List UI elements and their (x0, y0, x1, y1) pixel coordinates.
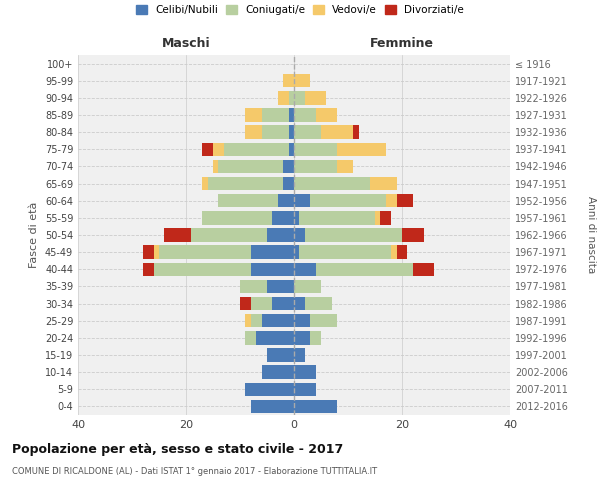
Bar (380, 211, 391, 224)
Bar (143, 262, 154, 276)
Bar (262, 108, 289, 122)
Bar (294, 142, 337, 156)
Bar (251, 314, 262, 328)
Bar (294, 348, 305, 362)
Bar (159, 246, 251, 259)
Bar (337, 142, 386, 156)
Bar (353, 126, 359, 139)
Bar (240, 280, 267, 293)
Bar (245, 331, 256, 344)
Bar (289, 91, 294, 104)
Bar (294, 211, 299, 224)
Bar (202, 211, 272, 224)
Bar (262, 366, 294, 379)
Bar (262, 126, 289, 139)
Bar (154, 262, 251, 276)
Bar (294, 314, 310, 328)
Bar (267, 280, 294, 293)
Bar (337, 160, 353, 173)
Text: COMUNE DI RICALDONE (AL) - Dati ISTAT 1° gennaio 2017 - Elaborazione TUTTITALIA.: COMUNE DI RICALDONE (AL) - Dati ISTAT 1°… (12, 468, 377, 476)
Bar (310, 331, 321, 344)
Text: Popolazione per età, sesso e stato civile - 2017: Popolazione per età, sesso e stato civil… (12, 442, 343, 456)
Bar (294, 194, 310, 207)
Bar (283, 160, 294, 173)
Bar (294, 331, 310, 344)
Bar (262, 314, 294, 328)
Bar (294, 297, 305, 310)
Text: Anni di nascita: Anni di nascita (586, 196, 596, 274)
Bar (299, 246, 391, 259)
Bar (305, 297, 332, 310)
Bar (294, 160, 337, 173)
Bar (310, 314, 337, 328)
Bar (256, 331, 294, 344)
Bar (402, 228, 424, 241)
Bar (397, 246, 407, 259)
Bar (294, 400, 337, 413)
Bar (251, 297, 272, 310)
Bar (278, 194, 294, 207)
Bar (294, 366, 316, 379)
Bar (294, 280, 321, 293)
Bar (245, 382, 294, 396)
Bar (305, 228, 402, 241)
Bar (294, 177, 370, 190)
Bar (289, 126, 294, 139)
Bar (294, 126, 321, 139)
Bar (283, 74, 294, 88)
Bar (386, 194, 397, 207)
Bar (294, 91, 305, 104)
Bar (224, 142, 289, 156)
Bar (299, 211, 375, 224)
Bar (218, 160, 283, 173)
Bar (289, 108, 294, 122)
Bar (370, 177, 397, 190)
Bar (294, 228, 305, 241)
Bar (305, 91, 326, 104)
Bar (316, 108, 337, 122)
Bar (208, 177, 283, 190)
Bar (272, 297, 294, 310)
Bar (294, 108, 316, 122)
Bar (202, 142, 213, 156)
Bar (251, 262, 294, 276)
Bar (213, 160, 218, 173)
Bar (251, 400, 294, 413)
Bar (191, 228, 267, 241)
Bar (245, 126, 262, 139)
Bar (154, 246, 159, 259)
Bar (397, 194, 413, 207)
Bar (321, 126, 353, 139)
Bar (202, 177, 208, 190)
Bar (251, 246, 294, 259)
Bar (240, 297, 251, 310)
Bar (294, 262, 316, 276)
Bar (143, 246, 154, 259)
Bar (316, 262, 413, 276)
Bar (391, 246, 397, 259)
Bar (213, 142, 224, 156)
Bar (267, 228, 294, 241)
Bar (283, 177, 294, 190)
Bar (245, 314, 251, 328)
Bar (375, 211, 380, 224)
Bar (164, 228, 191, 241)
Bar (289, 142, 294, 156)
Bar (245, 108, 262, 122)
Y-axis label: Fasce di età: Fasce di età (29, 202, 39, 268)
Bar (413, 262, 434, 276)
Bar (218, 194, 278, 207)
Bar (294, 246, 299, 259)
Bar (294, 74, 310, 88)
Bar (267, 348, 294, 362)
Bar (272, 211, 294, 224)
Bar (310, 194, 386, 207)
Bar (278, 91, 289, 104)
Bar (294, 382, 316, 396)
Legend: Celibi/Nubili, Coniugati/e, Vedovi/e, Divorziati/e: Celibi/Nubili, Coniugati/e, Vedovi/e, Di… (136, 5, 464, 15)
